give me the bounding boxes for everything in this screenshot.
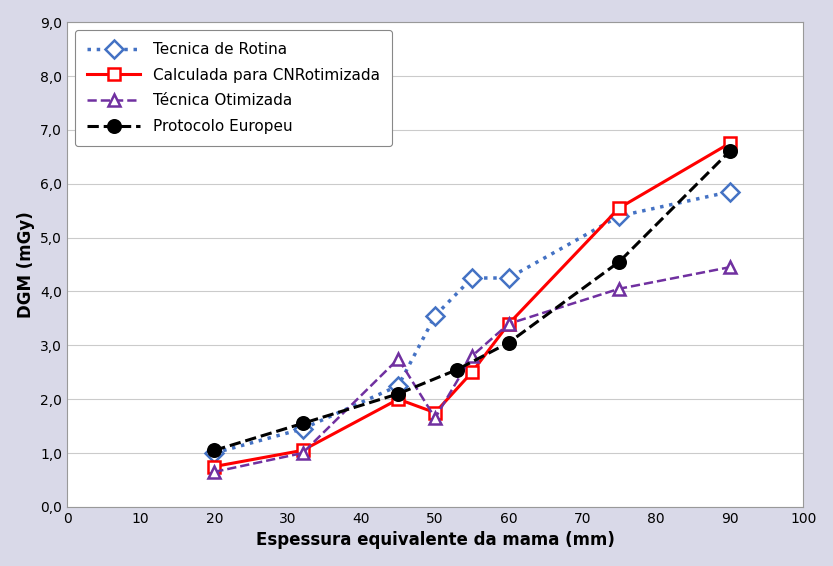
Protocolo Europeu [393, 391, 403, 397]
Técnica Otimizada [504, 320, 514, 327]
Tecnica de Rotina [209, 449, 219, 456]
Protocolo Europeu [209, 447, 219, 454]
Calculada para CNRotimizada [393, 396, 403, 402]
Calculada para CNRotimizada [209, 463, 219, 470]
Line: Calculada para CNRotimizada: Calculada para CNRotimizada [208, 137, 736, 473]
Protocolo Europeu [614, 259, 624, 265]
Line: Técnica Otimizada: Técnica Otimizada [208, 261, 736, 478]
Tecnica de Rotina [725, 188, 735, 195]
Tecnica de Rotina [504, 275, 514, 281]
Y-axis label: DGM (mGy): DGM (mGy) [17, 211, 35, 318]
Técnica Otimizada [297, 449, 307, 456]
Técnica Otimizada [467, 353, 477, 359]
Line: Tecnica de Rotina: Tecnica de Rotina [208, 186, 736, 459]
Técnica Otimizada [430, 415, 440, 422]
Tecnica de Rotina [297, 426, 307, 432]
Calculada para CNRotimizada [725, 140, 735, 147]
Técnica Otimizada [393, 355, 403, 362]
Técnica Otimizada [725, 264, 735, 271]
Protocolo Europeu [504, 339, 514, 346]
Tecnica de Rotina [614, 213, 624, 220]
Protocolo Europeu [452, 366, 462, 373]
Protocolo Europeu [297, 420, 307, 427]
Protocolo Europeu [725, 148, 735, 155]
Tecnica de Rotina [393, 383, 403, 389]
X-axis label: Espessura equivalente da mama (mm): Espessura equivalente da mama (mm) [256, 531, 615, 550]
Calculada para CNRotimizada [504, 320, 514, 327]
Calculada para CNRotimizada [297, 447, 307, 454]
Calculada para CNRotimizada [614, 204, 624, 211]
Técnica Otimizada [614, 285, 624, 292]
Técnica Otimizada [209, 469, 219, 475]
Line: Protocolo Europeu: Protocolo Europeu [208, 145, 736, 457]
Calculada para CNRotimizada [430, 409, 440, 416]
Legend: Tecnica de Rotina, Calculada para CNRotimizada, Técnica Otimizada, Protocolo Eur: Tecnica de Rotina, Calculada para CNRoti… [75, 30, 392, 147]
Calculada para CNRotimizada [467, 369, 477, 376]
Tecnica de Rotina [430, 312, 440, 319]
Tecnica de Rotina [467, 275, 477, 281]
